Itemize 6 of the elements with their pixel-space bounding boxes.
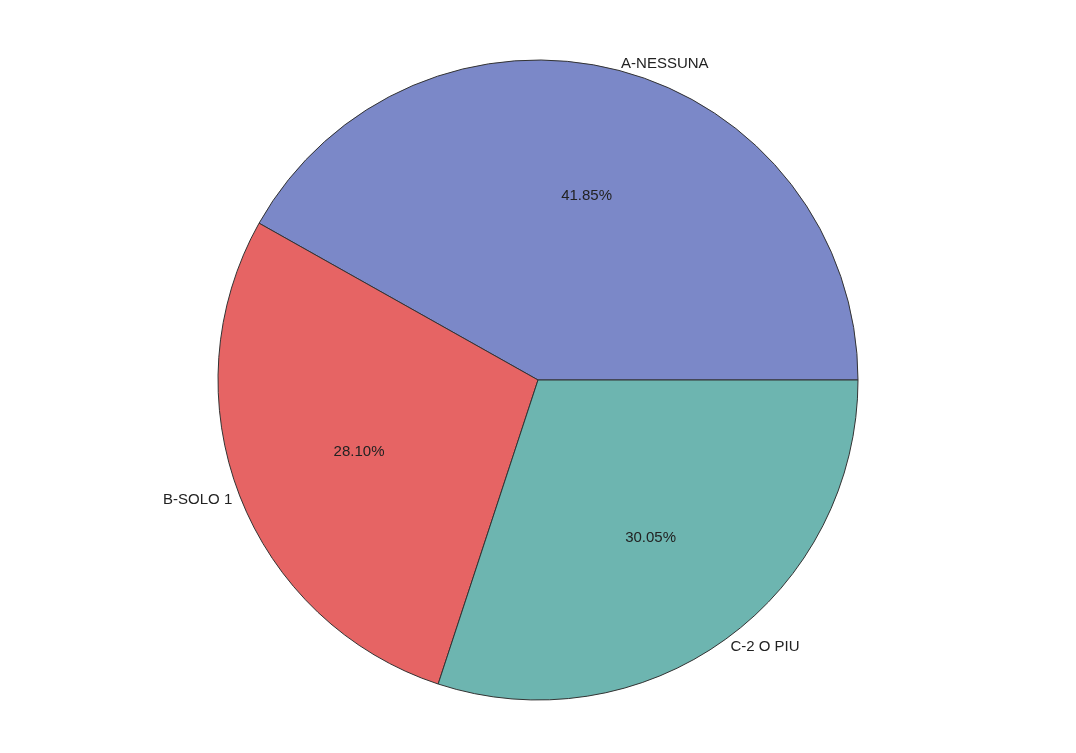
slice-label: A-NESSUNA [621,54,709,72]
data-label: 41.85% [561,185,613,203]
data-label: 28.10% [333,441,385,459]
slice-label: C-2 O PIU [730,637,800,655]
data-label: 30.05% [625,527,677,544]
slice-label: B-SOLO 1 [163,490,233,508]
